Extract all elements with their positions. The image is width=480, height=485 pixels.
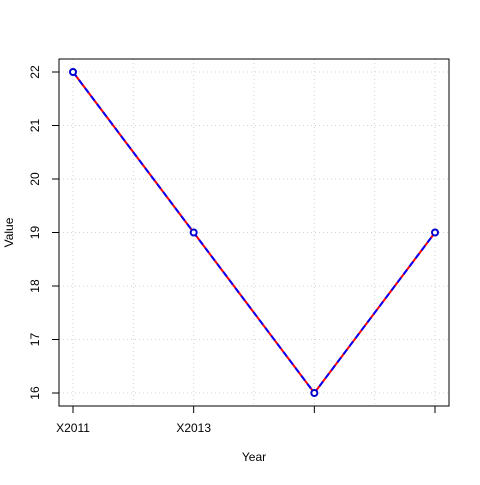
data-point: [189, 228, 198, 237]
data-point: [310, 389, 319, 397]
series-layer: [72, 71, 436, 395]
y-tick-label: 16: [28, 386, 42, 400]
y-tick-label: 17: [28, 333, 42, 347]
y-axis: 16 17 18 19 20 21 22: [28, 65, 59, 400]
y-axis-label: Value: [2, 217, 16, 247]
points-layer: [69, 68, 439, 397]
data-point: [431, 228, 439, 237]
x-tick-label: X2011: [56, 421, 90, 435]
grid: [59, 59, 449, 406]
y-tick-label: 18: [28, 279, 42, 293]
y-tick-label: 19: [28, 226, 42, 240]
data-point: [69, 68, 77, 76]
x-axis-label: Year: [242, 450, 266, 464]
y-tick-label: 20: [28, 172, 42, 186]
x-axis: X2011 X2013: [56, 406, 436, 435]
x-tick-label: X2013: [176, 421, 211, 435]
y-tick-label: 22: [28, 65, 42, 79]
series-line-dashed: [72, 71, 436, 395]
y-tick-label: 21: [28, 119, 42, 133]
